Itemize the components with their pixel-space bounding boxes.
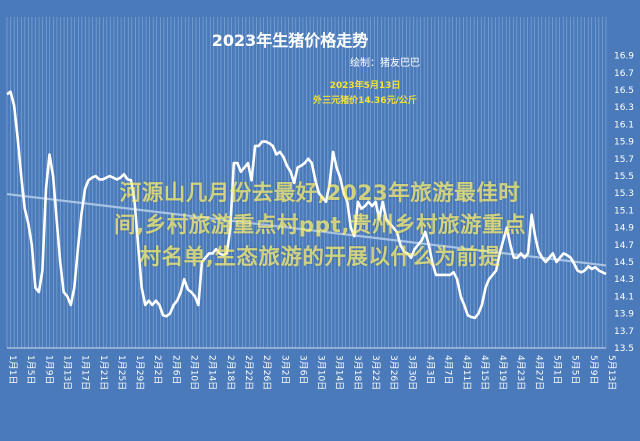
x-tick-label: 1月21日 bbox=[98, 355, 109, 390]
y-tick-label: 16.7 bbox=[614, 69, 634, 79]
overlay-line: 河源山几月份去最好,2023年旅游最佳时 bbox=[119, 181, 521, 206]
y-tick-label: 13.5 bbox=[614, 344, 634, 354]
y-tick-label: 14.3 bbox=[614, 275, 634, 285]
x-tick-label: 2月18日 bbox=[225, 355, 236, 390]
x-tick-label: 3月30日 bbox=[406, 355, 417, 390]
x-tick-label: 1月5日 bbox=[25, 355, 36, 384]
x-tick-label: 2月14日 bbox=[207, 355, 218, 390]
x-tick-label: 5月13日 bbox=[606, 355, 617, 390]
x-tick-label: 2月2日 bbox=[152, 355, 163, 384]
y-tick-label: 16.9 bbox=[614, 52, 634, 62]
x-tick-label: 3月26日 bbox=[388, 355, 399, 390]
chart-subtitle: 绘制：猪友巴巴 bbox=[350, 56, 420, 69]
x-tick-label: 3月10日 bbox=[316, 355, 327, 390]
y-tick-label: 16.3 bbox=[614, 103, 634, 113]
y-tick-label: 14.5 bbox=[614, 258, 634, 268]
annotation-date: 2023年5月13日 bbox=[330, 79, 401, 91]
x-tick-label: 5月1日 bbox=[552, 355, 563, 384]
x-tick-label: 4月15日 bbox=[479, 355, 490, 390]
x-tick-label: 2月22日 bbox=[243, 355, 254, 390]
x-tick-label: 4月3日 bbox=[424, 355, 435, 384]
x-tick-label: 5月5日 bbox=[570, 355, 581, 384]
x-tick-label: 4月11日 bbox=[461, 355, 472, 390]
x-tick-label: 1月1日 bbox=[7, 355, 18, 384]
x-tick-label: 1月25日 bbox=[116, 355, 127, 390]
x-tick-label: 1月9日 bbox=[43, 355, 54, 384]
chart-title: 2023年生猪价格走势 bbox=[212, 31, 369, 50]
x-tick-label: 4月23日 bbox=[515, 355, 526, 390]
x-tick-label: 3月18日 bbox=[352, 355, 363, 390]
y-tick-label: 15.9 bbox=[614, 138, 634, 148]
y-tick-label: 15.3 bbox=[614, 189, 634, 199]
y-tick-label: 13.9 bbox=[614, 310, 634, 320]
y-tick-label: 14.7 bbox=[614, 241, 634, 251]
x-tick-label: 1月29日 bbox=[134, 355, 145, 390]
x-tick-label: 1月17日 bbox=[80, 355, 91, 390]
annotation-price: 外三元猪价14.36元/公斤 bbox=[312, 94, 417, 106]
x-tick-label: 3月2日 bbox=[279, 355, 290, 384]
y-tick-label: 16.1 bbox=[614, 120, 634, 130]
y-tick-label: 15.1 bbox=[614, 206, 634, 216]
overlay-line: 间,乡村旅游重点村ppt,贵州乡村旅游重点 bbox=[114, 213, 526, 238]
x-tick-label: 1月13日 bbox=[61, 355, 72, 390]
overlay-line: 村名单,生态旅游的开展以什么为前提 bbox=[139, 245, 501, 270]
x-tick-label: 4月27日 bbox=[533, 355, 544, 390]
y-tick-label: 15.5 bbox=[614, 172, 634, 182]
x-tick-label: 4月7日 bbox=[443, 355, 454, 384]
x-tick-label: 3月14日 bbox=[334, 355, 345, 390]
x-tick-label: 3月6日 bbox=[297, 355, 308, 384]
trend-line bbox=[6, 192, 607, 267]
x-tick-label: 2月26日 bbox=[261, 355, 272, 390]
y-tick-label: 13.7 bbox=[614, 327, 634, 337]
x-tick-label: 4月19日 bbox=[497, 355, 508, 390]
y-tick-label: 14.1 bbox=[614, 292, 634, 302]
x-tick-label: 5月9日 bbox=[588, 355, 599, 384]
x-tick-label: 3月22日 bbox=[370, 355, 381, 390]
y-tick-label: 15.7 bbox=[614, 155, 634, 165]
y-tick-label: 16.5 bbox=[614, 86, 634, 96]
overlay-text: 河源山几月份去最好,2023年旅游最佳时 间,乡村旅游重点村ppt,贵州乡村旅游… bbox=[0, 178, 640, 274]
y-tick-label: 14.9 bbox=[614, 224, 634, 234]
x-tick-label: 2月6日 bbox=[170, 355, 181, 384]
price-series-line bbox=[6, 90, 607, 320]
x-tick-label: 2月10日 bbox=[189, 355, 200, 390]
